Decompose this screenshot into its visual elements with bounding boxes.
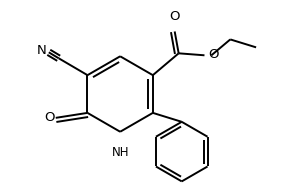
Text: NH: NH	[111, 146, 129, 159]
Text: O: O	[169, 10, 180, 23]
Text: O: O	[45, 111, 55, 124]
Text: N: N	[37, 44, 47, 57]
Text: O: O	[209, 48, 219, 61]
